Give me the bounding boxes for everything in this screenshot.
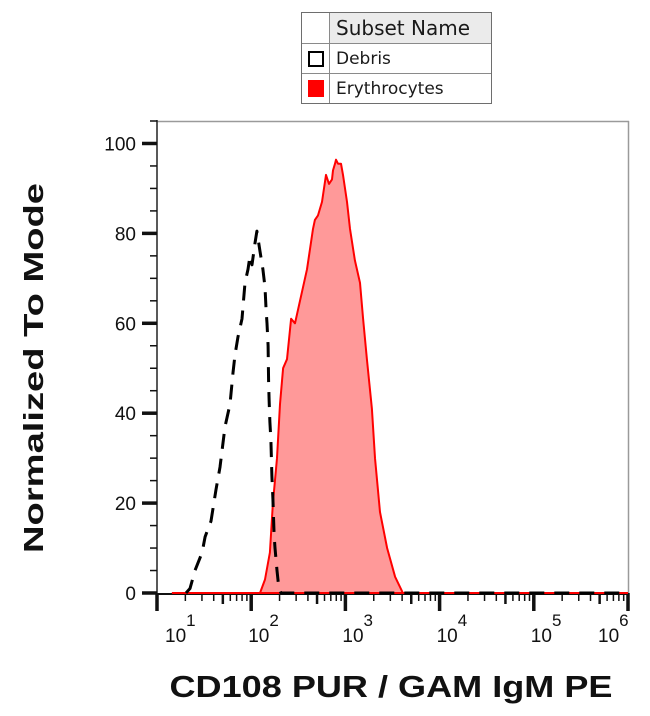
x-tick-base: 10 bbox=[598, 626, 619, 647]
x-tick-base: 10 bbox=[165, 626, 186, 647]
legend-item-erythrocytes: Erythrocytes bbox=[302, 73, 491, 103]
x-tick-exponent: 1 bbox=[186, 611, 195, 630]
x-tick-label: 102 bbox=[248, 611, 279, 647]
x-tick-label: 106 bbox=[598, 611, 629, 647]
debris-outline-swatch-icon bbox=[307, 50, 324, 67]
overlay-series-layer bbox=[184, 229, 628, 595]
y-tick-label: 40 bbox=[115, 404, 136, 425]
y-axis-title: Normalized To Mode bbox=[18, 183, 49, 553]
y-tick-label: 60 bbox=[115, 314, 136, 335]
x-tick-base: 10 bbox=[437, 626, 458, 647]
x-tick-label: 101 bbox=[165, 611, 196, 647]
x-tick-base: 10 bbox=[248, 626, 269, 647]
x-tick-exponent: 3 bbox=[364, 611, 373, 630]
x-tick-label: 103 bbox=[342, 611, 373, 647]
legend-header-row: Subset Name bbox=[302, 13, 491, 43]
x-tick-base: 10 bbox=[342, 626, 363, 647]
erythrocytes-histogram-outline bbox=[171, 158, 628, 594]
x-tick-exponent: 5 bbox=[552, 611, 561, 630]
x-tick-exponent: 2 bbox=[269, 611, 278, 630]
x-tick-exponent: 6 bbox=[619, 611, 628, 630]
legend-header-blank-cell bbox=[302, 13, 330, 43]
series-layer bbox=[171, 158, 628, 594]
x-tick-exponent: 4 bbox=[458, 611, 467, 630]
legend-item-label: Erythrocytes bbox=[336, 78, 444, 99]
y-tick-label: 0 bbox=[125, 584, 136, 605]
plot-frame bbox=[156, 120, 630, 595]
y-tick-label: 20 bbox=[115, 494, 136, 515]
y-axis: 0 20 40 60 80 100 bbox=[104, 120, 157, 605]
legend-table: Subset Name Debris Erythrocytes bbox=[301, 12, 492, 104]
erythrocytes-filled-swatch-icon bbox=[307, 80, 324, 97]
legend-swatch-cell bbox=[302, 74, 330, 103]
legend-item-debris: Debris bbox=[302, 43, 491, 73]
legend-item-label: Debris bbox=[336, 48, 391, 69]
x-tick-label: 105 bbox=[531, 611, 562, 647]
legend-header-label: Subset Name bbox=[330, 13, 491, 43]
x-axis-title: CD108 PUR / GAM IgM PE bbox=[170, 669, 613, 704]
erythrocytes-histogram-fill bbox=[171, 159, 628, 593]
legend-swatch-cell bbox=[302, 44, 330, 73]
y-tick-label: 80 bbox=[115, 224, 136, 245]
x-tick-base: 10 bbox=[531, 626, 552, 647]
x-tick-label: 104 bbox=[437, 611, 468, 647]
debris-histogram-line bbox=[184, 229, 628, 595]
y-tick-label: 100 bbox=[104, 134, 136, 155]
